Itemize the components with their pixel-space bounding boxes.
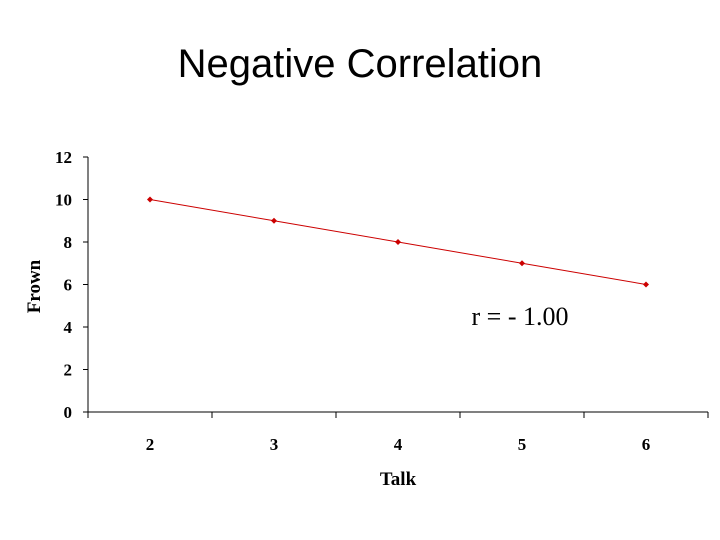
y-axis-title: Frown <box>24 259 45 313</box>
y-tick-label: 4 <box>64 318 73 337</box>
x-tick-label: 2 <box>146 435 155 454</box>
x-axis-title: Talk <box>380 469 417 490</box>
y-tick-label: 12 <box>55 148 72 167</box>
x-tick-label: 6 <box>642 435 651 454</box>
x-ticks: 2 3 4 5 6 <box>87 412 709 454</box>
data-point <box>147 196 153 203</box>
slide-title: Negative Correlation <box>177 42 543 86</box>
y-tick-label: 10 <box>55 191 72 210</box>
x-tick-label: 5 <box>518 435 527 454</box>
x-tick-label: 4 <box>394 435 403 454</box>
data-point <box>519 260 525 267</box>
series-layer <box>147 196 649 288</box>
y-tick-label: 8 <box>64 233 73 252</box>
correlation-annotation: r = - 1.00 <box>472 302 569 331</box>
data-point <box>271 217 277 224</box>
data-point <box>395 239 401 245</box>
x-tick-label: 3 <box>270 435 279 454</box>
y-tick-label: 6 <box>64 276 73 295</box>
y-tick-label: 2 <box>64 361 73 380</box>
data-point <box>643 281 649 288</box>
y-tick-label: 0 <box>64 403 73 422</box>
axes <box>87 157 708 413</box>
y-ticks: 0 2 4 6 8 10 12 <box>55 148 88 422</box>
